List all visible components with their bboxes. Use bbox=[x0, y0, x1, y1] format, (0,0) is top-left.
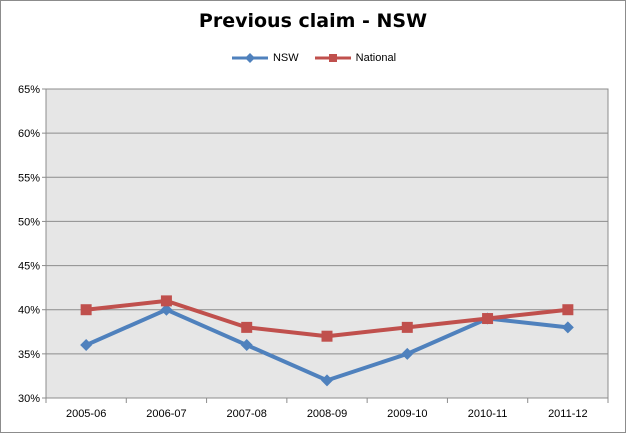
data-point bbox=[562, 304, 574, 316]
legend-entry-national: National bbox=[313, 52, 396, 64]
data-point bbox=[561, 321, 574, 334]
legend: NSW National bbox=[0, 52, 626, 64]
x-tick-label: 2011-12 bbox=[548, 408, 588, 420]
data-point bbox=[321, 330, 333, 342]
x-tick-label: 2008-09 bbox=[307, 408, 347, 420]
plot-area bbox=[45, 88, 609, 399]
legend-label-national: National bbox=[355, 52, 397, 64]
legend-marker-national bbox=[314, 54, 351, 62]
data-point bbox=[240, 339, 253, 352]
y-tick-label: 45% bbox=[18, 261, 40, 273]
series-national bbox=[80, 295, 574, 342]
data-point bbox=[160, 295, 172, 307]
y-tick-label: 50% bbox=[18, 216, 40, 228]
x-tick-label: 2010-11 bbox=[468, 408, 508, 420]
data-point bbox=[401, 321, 413, 333]
legend-entry-nsw: NSW bbox=[230, 52, 299, 64]
y-tick-label: 60% bbox=[18, 128, 40, 140]
data-point bbox=[160, 303, 173, 316]
x-tick-label: 2009-10 bbox=[387, 408, 427, 420]
y-tick-label: 40% bbox=[18, 305, 40, 317]
x-tick-label: 2007-08 bbox=[227, 408, 267, 420]
x-tick-label: 2005-06 bbox=[66, 408, 106, 420]
data-point bbox=[321, 374, 333, 387]
y-tick-label: 30% bbox=[18, 393, 40, 405]
legend-marker-nsw bbox=[231, 53, 268, 63]
x-tick-label: 2006-07 bbox=[146, 408, 186, 420]
data-point bbox=[80, 304, 92, 316]
data-point bbox=[80, 339, 93, 352]
chart-title: Previous claim - NSW bbox=[198, 10, 428, 32]
legend-label-nsw: NSW bbox=[272, 52, 299, 64]
data-point bbox=[401, 347, 414, 360]
y-tick-label: 35% bbox=[18, 349, 40, 361]
data-point bbox=[482, 313, 494, 325]
data-point bbox=[241, 321, 253, 333]
y-tick-label: 55% bbox=[18, 172, 40, 184]
y-tick-label: 65% bbox=[18, 84, 40, 96]
